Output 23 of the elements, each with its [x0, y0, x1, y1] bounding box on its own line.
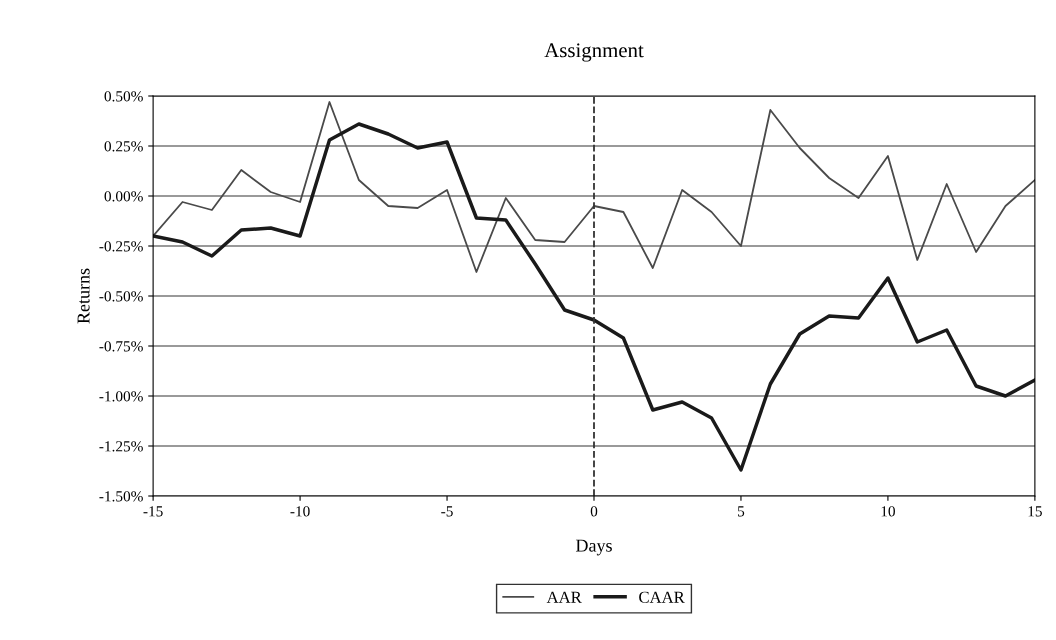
y-tick-label: 0.00%	[104, 191, 143, 202]
legend-label: AAR	[546, 591, 582, 603]
y-tick-label: -0.75%	[99, 341, 143, 352]
line-series	[153, 101, 1035, 273]
y-tick-label: -1.25%	[99, 441, 143, 452]
line-series	[153, 122, 1035, 472]
x-tick-label: 10	[881, 506, 895, 517]
y-tick-label: -0.25%	[99, 241, 143, 252]
x-tick-label: 5	[738, 506, 745, 517]
x-tick-label: 0	[590, 506, 598, 517]
y-tick-label: -1.00%	[99, 391, 143, 402]
y-tick-label: -1.50%	[99, 491, 143, 502]
y-tick-label: -0.50%	[99, 291, 143, 302]
chart-title: Assignment	[544, 43, 644, 62]
y-tick-label: 0.50%	[104, 91, 143, 102]
x-tick-label: -10	[290, 506, 310, 517]
x-tick-label: 15	[1028, 506, 1042, 517]
x-tick-label: -15	[143, 506, 163, 517]
x-axis-title: Days	[575, 539, 612, 556]
legend-label: CAAR	[639, 591, 685, 603]
y-tick-label: 0.25%	[104, 141, 143, 152]
y-axis-title: Returns	[77, 268, 90, 324]
x-tick-label: -5	[441, 506, 453, 517]
